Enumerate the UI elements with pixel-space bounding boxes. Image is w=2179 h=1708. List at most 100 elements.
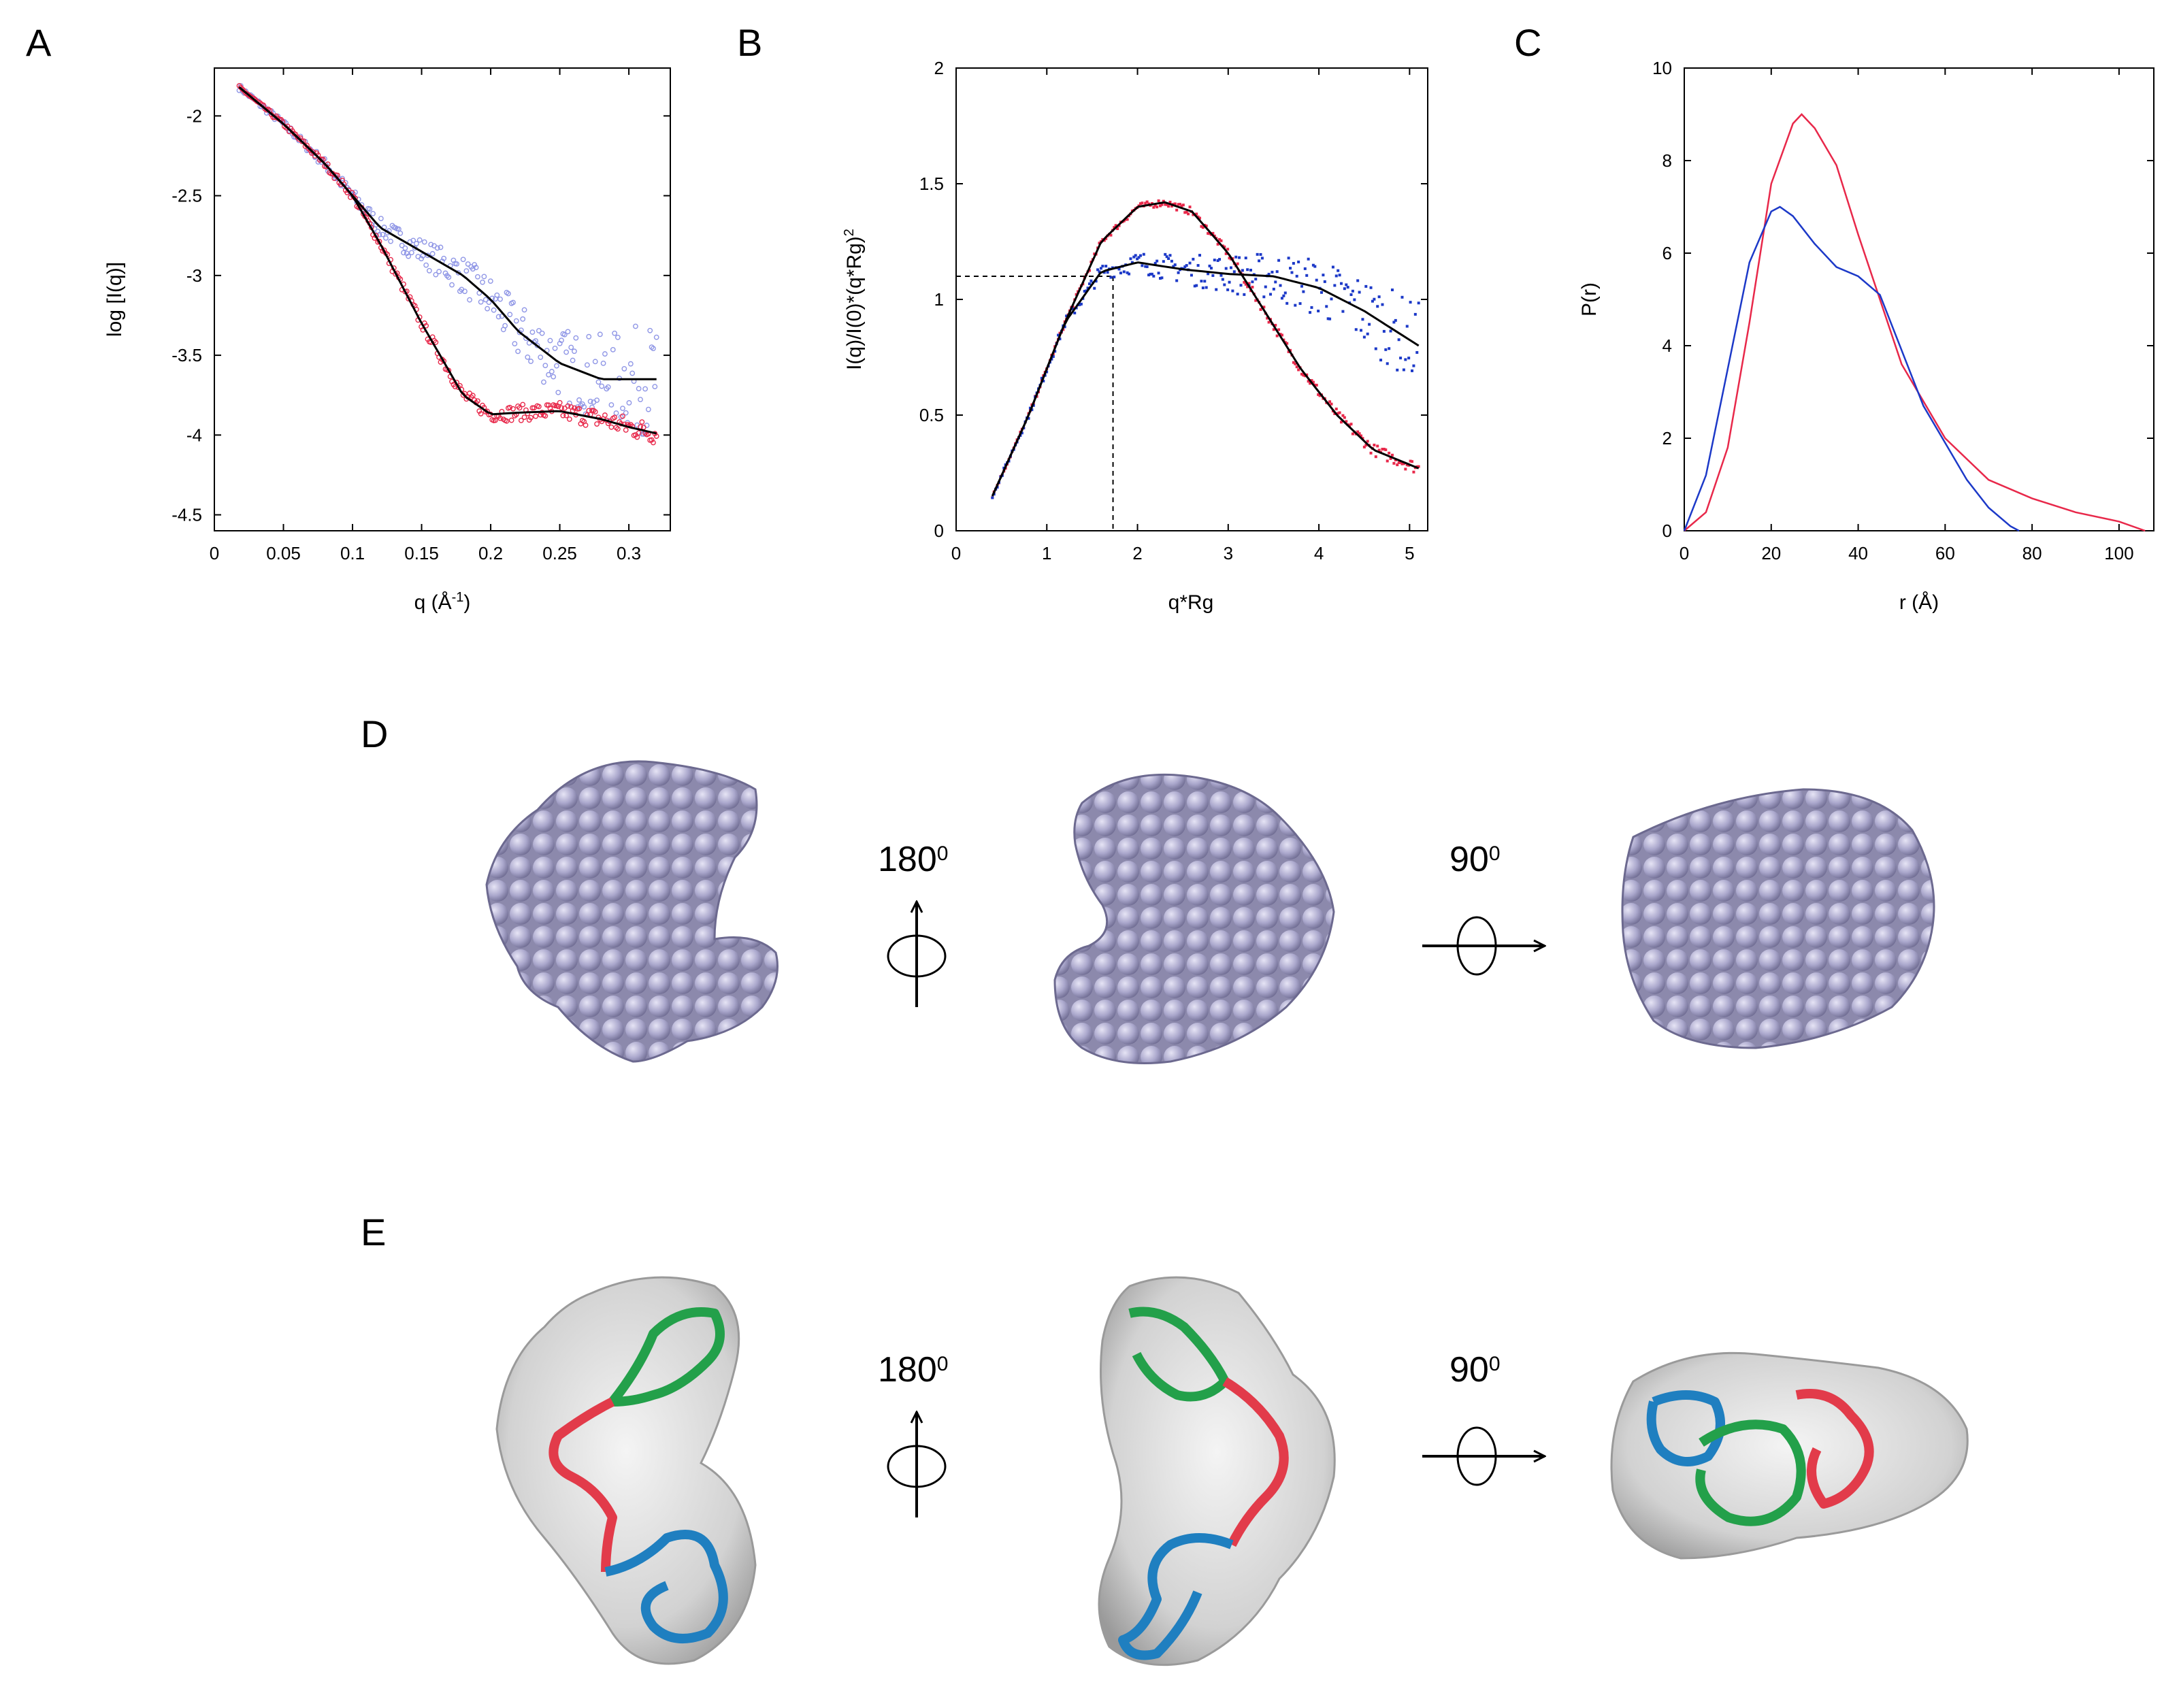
data-point-blue — [378, 216, 384, 222]
data-point-red — [1157, 199, 1160, 203]
data-point-red — [521, 414, 527, 421]
data-point-red — [1309, 382, 1312, 385]
data-point-blue — [1251, 280, 1254, 284]
data-point-blue — [399, 242, 405, 248]
data-point-blue — [570, 357, 576, 363]
data-point-red — [1340, 421, 1343, 424]
data-point-blue — [414, 241, 419, 246]
data-point-red — [520, 401, 526, 408]
rotation-label-90-e: 900 — [1449, 1350, 1501, 1390]
data-point-blue — [1147, 274, 1151, 277]
data-point-red — [1337, 412, 1340, 415]
data-point-red — [507, 404, 513, 410]
x-tick-label: 0 — [210, 543, 219, 563]
data-point-red — [528, 414, 534, 421]
data-point-red — [1244, 282, 1247, 286]
data-point-blue — [478, 299, 484, 305]
data-point-red — [1275, 334, 1279, 338]
data-point-blue — [629, 370, 636, 376]
data-point-blue — [1274, 280, 1277, 284]
data-point-red — [1302, 374, 1305, 377]
data-point-blue — [1283, 291, 1287, 295]
data-point-red — [1188, 206, 1192, 209]
data-point-blue — [1045, 370, 1049, 374]
chart-c-frame — [1684, 67, 2155, 531]
data-point-blue — [1388, 347, 1391, 350]
data-point-blue — [1287, 257, 1290, 260]
data-point-blue — [455, 270, 461, 276]
data-point-blue — [482, 297, 489, 303]
data-point-blue — [1065, 314, 1068, 318]
data-point-blue — [1298, 302, 1302, 306]
data-point-blue — [1241, 269, 1244, 272]
data-point-blue — [380, 231, 386, 237]
data-point-red — [1409, 459, 1412, 463]
data-point-red — [1179, 203, 1182, 206]
data-point-red — [1141, 201, 1144, 205]
chart-c: 0 20 40 60 80 100 0 2 4 6 8 10 r (Å) P(r) — [1578, 58, 2155, 614]
data-point-blue — [1325, 305, 1328, 308]
x-tick-label: 5 — [1405, 543, 1414, 563]
data-point-blue — [1307, 257, 1310, 261]
data-point-blue — [1310, 306, 1313, 309]
data-point-blue — [1313, 265, 1317, 268]
data-point-blue — [1221, 278, 1224, 281]
data-point-blue — [1279, 284, 1282, 287]
data-point-blue — [1407, 357, 1411, 360]
data-point-blue — [460, 257, 466, 263]
data-point-blue — [1289, 267, 1292, 270]
data-point-blue — [561, 331, 568, 338]
data-point-blue — [1366, 332, 1369, 335]
data-point-red — [529, 405, 536, 411]
data-point-red — [1330, 402, 1333, 406]
data-point-blue — [1333, 284, 1337, 287]
data-point-red — [1285, 342, 1289, 345]
data-point-red — [1349, 423, 1353, 426]
panel-label-b: B — [737, 21, 762, 64]
data-point-red — [623, 427, 629, 433]
data-point-blue — [1300, 284, 1303, 288]
chart-b-guides — [956, 276, 1114, 531]
data-point-blue — [1058, 338, 1062, 341]
data-point-blue — [547, 338, 553, 344]
data-point-red — [1247, 282, 1251, 285]
data-point-red — [1192, 213, 1195, 216]
x-tick-label: 3 — [1224, 543, 1233, 563]
data-point-red — [1219, 239, 1223, 242]
data-point-red — [1343, 416, 1346, 419]
data-point-red — [639, 419, 645, 425]
data-point-red — [1208, 232, 1211, 235]
data-point-blue — [1132, 255, 1136, 259]
x-tick-label: 0.2 — [478, 543, 503, 563]
data-point-blue — [510, 299, 516, 306]
data-point-blue — [1368, 323, 1371, 326]
x-tick-label: 0.3 — [617, 543, 641, 563]
data-point-blue — [1410, 369, 1413, 372]
y-tick-label: -2.5 — [171, 186, 202, 206]
data-point-blue — [1162, 260, 1165, 263]
data-point-blue — [1144, 265, 1147, 268]
data-point-blue — [383, 235, 389, 241]
bead-model-front — [485, 760, 779, 1063]
panel-label-e: E — [361, 1211, 386, 1253]
data-point-blue — [1256, 252, 1259, 256]
data-point-red — [1181, 203, 1185, 207]
data-point-blue — [1361, 318, 1364, 321]
x-tick-label: 0.25 — [542, 543, 577, 563]
data-point-blue — [542, 363, 548, 369]
data-point-blue — [991, 496, 994, 499]
data-point-blue — [507, 312, 513, 318]
data-point-red — [1381, 448, 1384, 451]
x-tick-label: 80 — [2022, 543, 2042, 563]
chart-b-ylabel: I(q)/I(0)*(q*Rg)2 — [842, 229, 866, 370]
data-point-red — [1345, 420, 1348, 423]
data-point-red — [1183, 211, 1187, 214]
data-point-blue — [472, 262, 478, 267]
data-point-blue — [444, 273, 450, 279]
data-point-blue — [1236, 293, 1239, 296]
data-point-red — [560, 412, 566, 418]
data-point-blue — [1285, 301, 1289, 305]
data-point-blue — [1354, 328, 1358, 331]
data-point-red — [1147, 202, 1151, 206]
